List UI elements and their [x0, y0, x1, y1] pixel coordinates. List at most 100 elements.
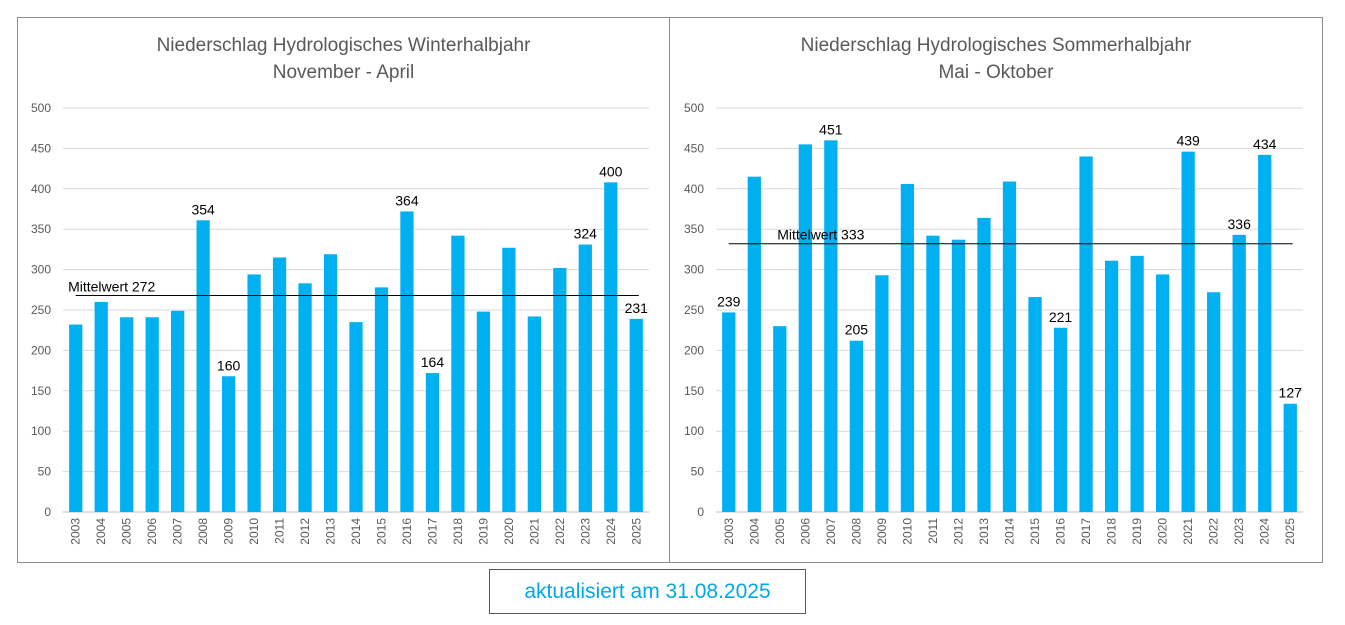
- y-tick-label: 250: [684, 303, 704, 317]
- x-tick-label: 2022: [1207, 518, 1221, 545]
- data-label-2003: 239: [717, 293, 741, 309]
- bar-2025: [629, 318, 643, 512]
- bar-2025: [1283, 403, 1297, 512]
- x-tick-label: 2022: [553, 518, 567, 545]
- bar-2022: [1207, 292, 1221, 512]
- bar-2018: [451, 235, 465, 512]
- bar-2014: [349, 322, 363, 512]
- bar-2004: [747, 176, 761, 512]
- x-tick-label: 2008: [196, 518, 210, 545]
- x-tick-label: 2023: [1232, 518, 1246, 545]
- x-tick-label: 2003: [69, 518, 83, 545]
- data-label-2021: 439: [1176, 133, 1200, 149]
- y-tick-label: 150: [31, 384, 51, 398]
- bar-2006: [145, 317, 159, 512]
- x-tick-label: 2003: [722, 518, 736, 545]
- y-tick-label: 0: [44, 505, 51, 519]
- data-label-2008: 205: [845, 322, 869, 338]
- bar-2023: [1232, 234, 1246, 512]
- bar-2016: [400, 211, 414, 512]
- y-tick-label: 350: [31, 222, 51, 236]
- x-tick-label: 2006: [798, 518, 812, 545]
- y-tick-label: 100: [684, 424, 704, 438]
- y-tick-label: 50: [38, 465, 52, 479]
- data-label-2016: 221: [1049, 309, 1073, 325]
- chart-panel-winter: Niederschlag Hydrologisches Winterhalbja…: [17, 17, 670, 563]
- y-tick-label: 400: [31, 182, 51, 196]
- bar-2020: [502, 247, 516, 512]
- bar-2017: [1079, 156, 1093, 513]
- mean-label: Mittelwert 272: [68, 278, 155, 294]
- y-tick-label: 500: [31, 101, 51, 115]
- bar-2024: [604, 182, 618, 512]
- data-label-2007: 451: [819, 121, 843, 137]
- x-tick-label: 2009: [222, 518, 236, 545]
- bar-2022: [553, 267, 567, 512]
- x-tick-label: 2013: [324, 518, 338, 545]
- x-tick-label: 2017: [1079, 518, 1093, 545]
- bar-2016: [1053, 327, 1068, 512]
- bar-2004: [94, 301, 108, 512]
- bar-2006: [798, 144, 812, 513]
- x-tick-label: 2014: [349, 518, 363, 545]
- chart-subtitle-line: Mai - Oktober: [938, 62, 1054, 83]
- bar-2015: [374, 287, 389, 512]
- x-tick-label: 2017: [425, 518, 439, 545]
- bar-2008: [849, 340, 864, 512]
- x-tick-label: 2012: [951, 518, 965, 545]
- x-tick-label: 2019: [1130, 518, 1144, 545]
- x-tick-label: 2012: [298, 518, 312, 545]
- y-tick-label: 500: [684, 101, 704, 115]
- x-tick-label: 2020: [502, 518, 516, 545]
- bar-2014: [1002, 181, 1017, 512]
- y-tick-label: 450: [684, 141, 704, 155]
- data-label-2025: 231: [625, 300, 649, 316]
- bar-2010: [900, 183, 915, 512]
- chart-title-line: Niederschlag Hydrologisches Sommerhalbja…: [800, 35, 1192, 56]
- chart-title-winter: Niederschlag Hydrologisches Winterhalbja…: [18, 32, 669, 86]
- x-tick-label: 2005: [773, 518, 787, 545]
- bar-chart-summer: 0 50 100 150 200 250 300 350 400 450 500 2003 239 200…: [684, 101, 1303, 545]
- x-tick-label: 2021: [527, 518, 541, 545]
- bar-2013: [977, 217, 991, 512]
- data-label-2023: 324: [574, 226, 598, 242]
- bar-2003: [722, 312, 736, 512]
- x-tick-label: 2008: [849, 518, 863, 545]
- x-tick-label: 2007: [824, 518, 838, 545]
- update-note: aktualisiert am 31.08.2025: [489, 569, 806, 614]
- x-tick-label: 2013: [977, 518, 991, 545]
- y-tick-label: 300: [684, 263, 704, 277]
- bar-2011: [272, 257, 287, 512]
- bar-2009: [875, 275, 889, 512]
- x-tick-label: 2019: [476, 518, 490, 545]
- data-label-2024: 400: [599, 163, 623, 179]
- chart-subtitle-line: November - April: [272, 62, 415, 83]
- bar-2019: [476, 311, 491, 512]
- x-tick-label: 2011: [273, 518, 287, 544]
- bar-2009: [221, 376, 236, 512]
- bar-2024: [1258, 154, 1272, 512]
- bar-chart-winter: 0 50 100 150 200 250 300 350 400 450 500 2003 2004 20…: [31, 101, 649, 545]
- bar-2008: [196, 220, 210, 512]
- bar-2013: [323, 254, 338, 513]
- y-tick-label: 350: [684, 222, 704, 236]
- x-tick-label: 2014: [1003, 518, 1017, 545]
- bar-2012: [951, 239, 966, 513]
- x-tick-label: 2021: [1181, 518, 1195, 545]
- x-tick-label: 2020: [1156, 518, 1170, 545]
- bar-2020: [1155, 274, 1170, 512]
- bar-2005: [773, 326, 787, 512]
- bar-2007: [824, 140, 838, 512]
- bar-2023: [578, 244, 592, 512]
- mean-label: Mittelwert 333: [777, 227, 864, 243]
- x-tick-label: 2025: [1283, 518, 1297, 545]
- x-tick-label: 2010: [247, 518, 261, 545]
- chart-title-summer: Niederschlag Hydrologisches Sommerhalbja…: [670, 32, 1322, 86]
- chart-title-line: Niederschlag Hydrologisches Winterhalbja…: [156, 35, 531, 56]
- y-tick-label: 100: [31, 424, 51, 438]
- y-tick-label: 50: [691, 465, 705, 479]
- chart-panel-summer: Niederschlag Hydrologisches Sommerhalbja…: [669, 17, 1323, 563]
- bar-2021: [1181, 151, 1195, 512]
- data-label-2017: 164: [421, 354, 445, 370]
- x-tick-label: 2018: [1105, 518, 1119, 545]
